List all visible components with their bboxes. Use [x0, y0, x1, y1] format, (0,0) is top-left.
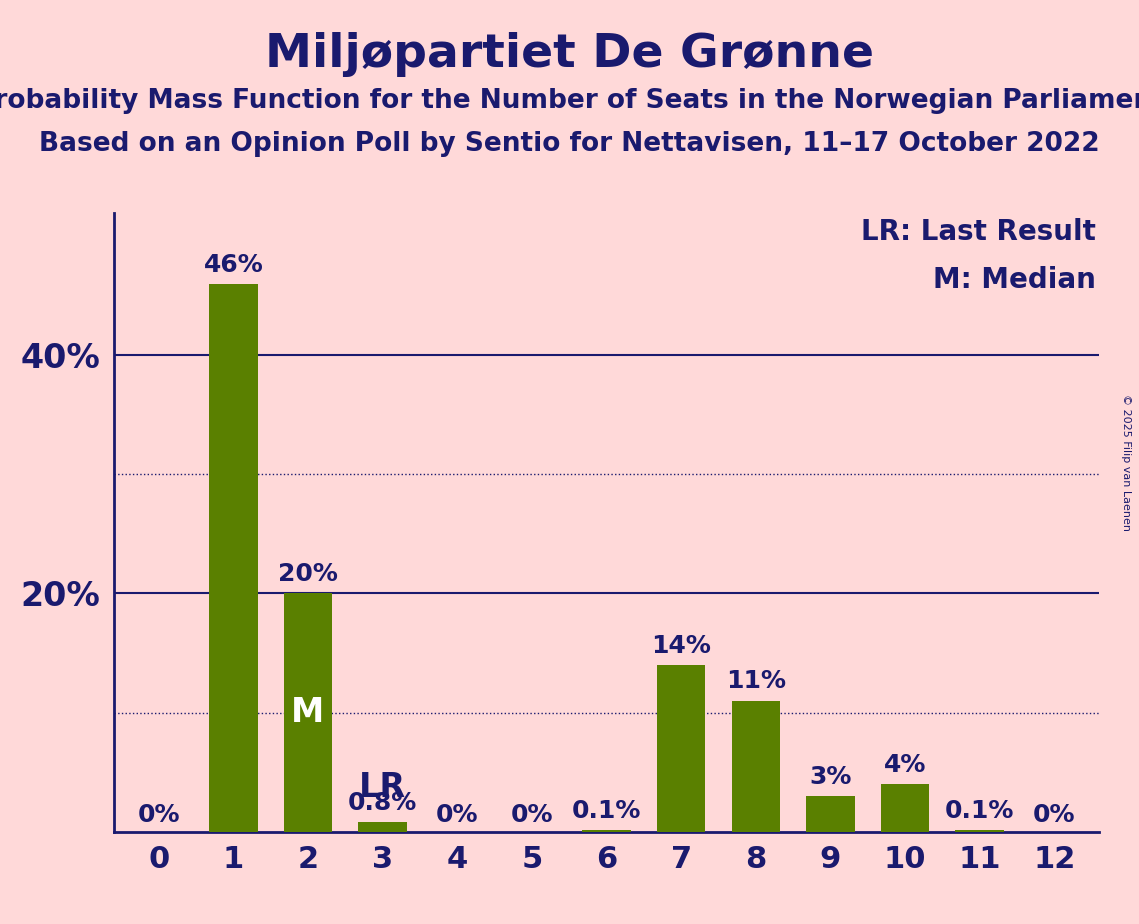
Text: 0.8%: 0.8%: [349, 791, 417, 815]
Text: 0%: 0%: [510, 803, 554, 827]
Text: M: Median: M: Median: [933, 266, 1096, 294]
Text: M: M: [292, 696, 325, 729]
Text: Miljøpartiet De Grønne: Miljøpartiet De Grønne: [265, 32, 874, 78]
Bar: [284, 593, 333, 832]
Text: 11%: 11%: [726, 670, 786, 694]
Text: 0.1%: 0.1%: [572, 799, 641, 823]
Text: 0%: 0%: [138, 803, 180, 827]
Text: 0.1%: 0.1%: [945, 799, 1015, 823]
Bar: [582, 831, 631, 832]
Bar: [806, 796, 854, 832]
Bar: [359, 822, 407, 832]
Bar: [731, 700, 780, 832]
Bar: [880, 784, 929, 832]
Bar: [956, 831, 1003, 832]
Text: LR: LR: [359, 772, 407, 804]
Text: 46%: 46%: [204, 253, 263, 277]
Text: 3%: 3%: [809, 765, 852, 789]
Text: © 2025 Filip van Laenen: © 2025 Filip van Laenen: [1121, 394, 1131, 530]
Bar: [210, 284, 257, 832]
Text: Based on an Opinion Poll by Sentio for Nettavisen, 11–17 October 2022: Based on an Opinion Poll by Sentio for N…: [39, 131, 1100, 157]
Text: 0%: 0%: [436, 803, 478, 827]
Text: 20%: 20%: [278, 563, 338, 587]
Text: Probability Mass Function for the Number of Seats in the Norwegian Parliament: Probability Mass Function for the Number…: [0, 88, 1139, 114]
Text: 0%: 0%: [1033, 803, 1075, 827]
Text: LR: Last Result: LR: Last Result: [861, 218, 1096, 247]
Bar: [657, 665, 705, 832]
Text: 4%: 4%: [884, 753, 926, 777]
Text: 14%: 14%: [652, 634, 711, 658]
